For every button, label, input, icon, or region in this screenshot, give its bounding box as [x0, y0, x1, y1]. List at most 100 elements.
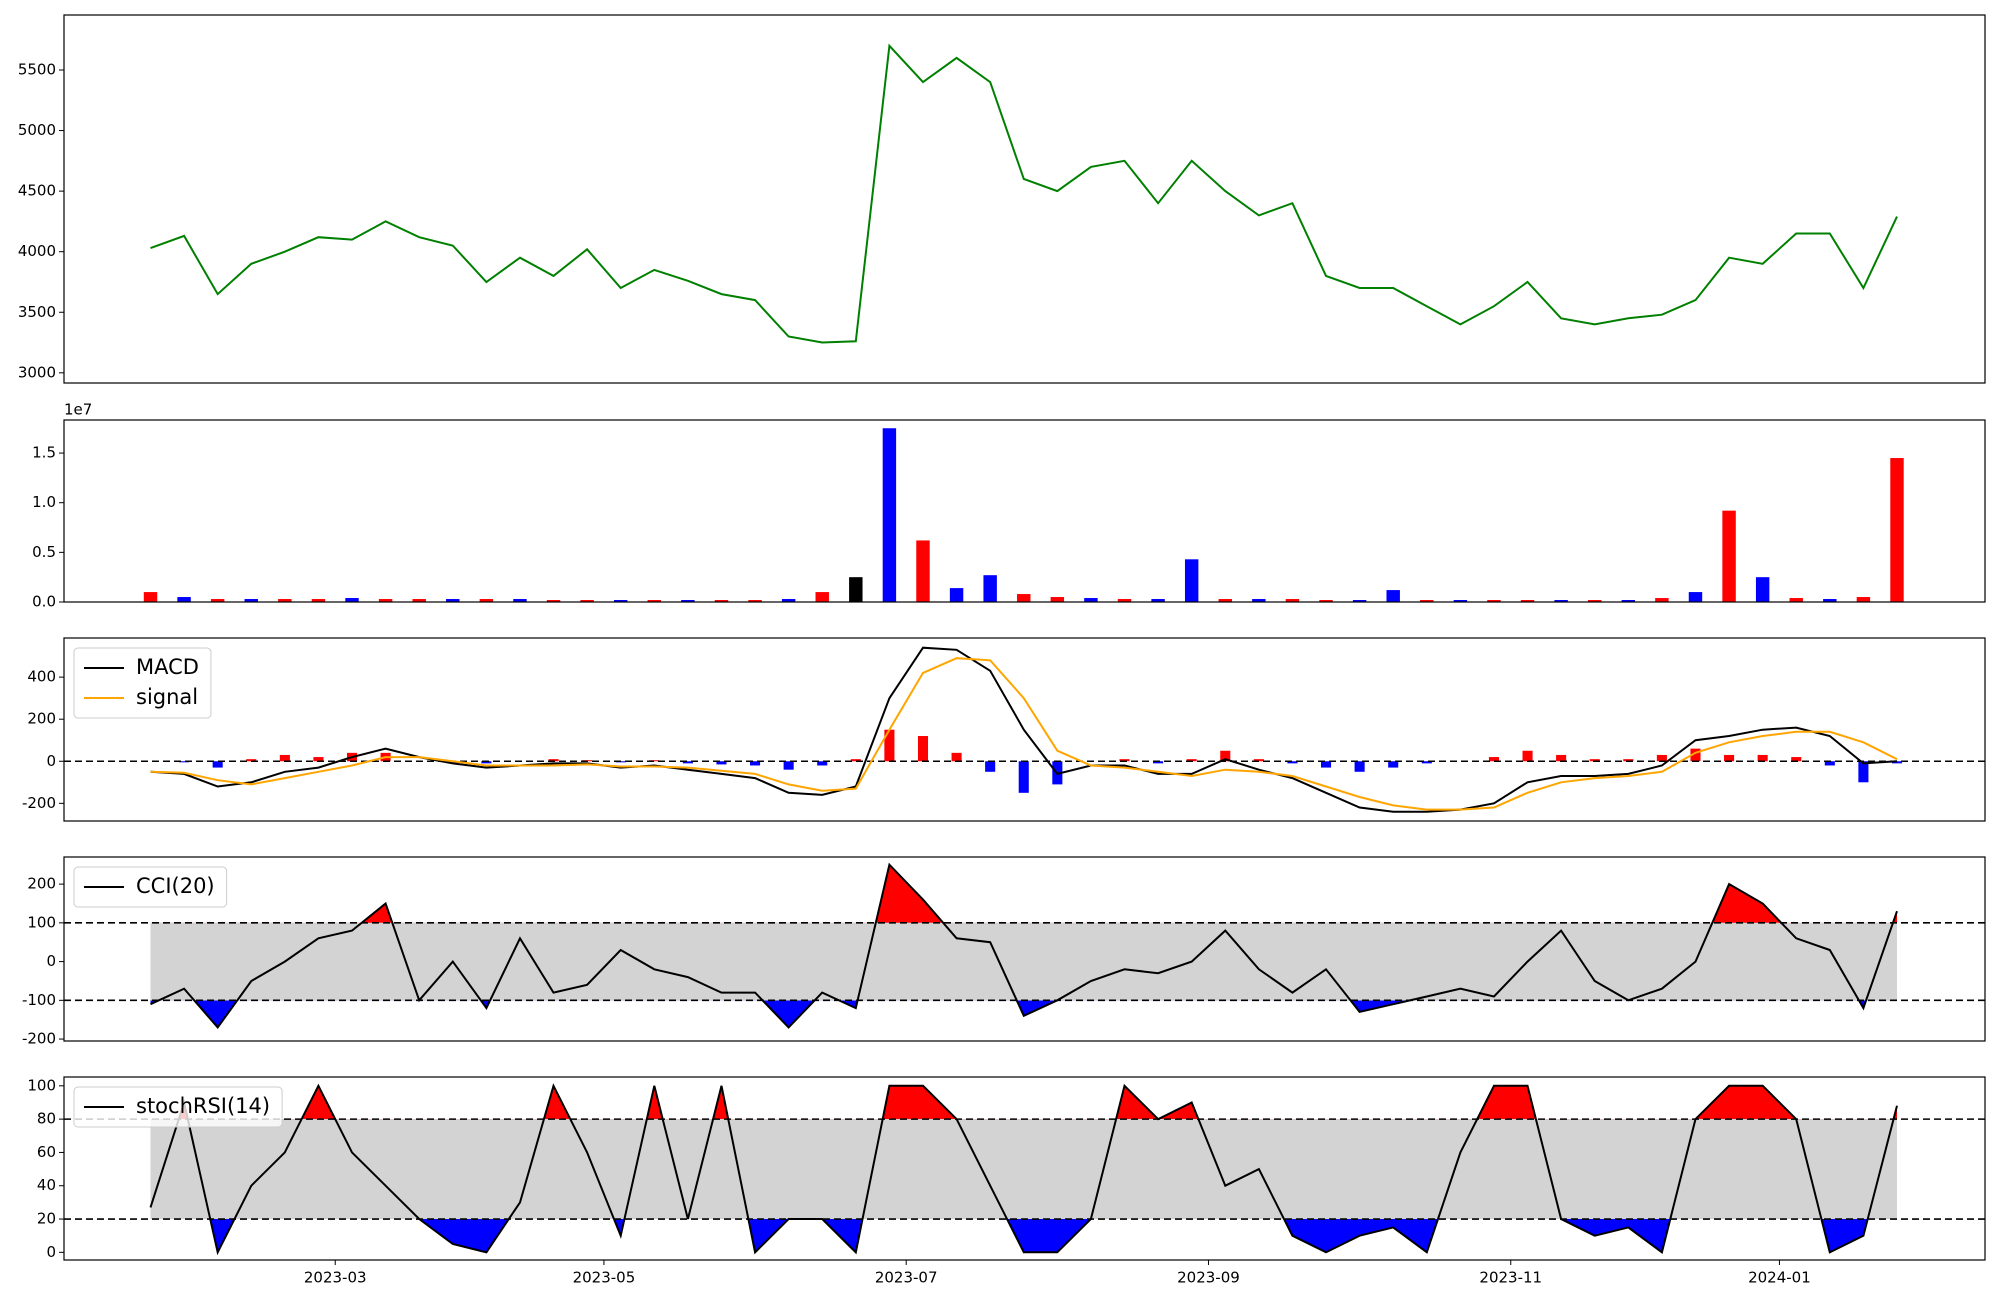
histogram-bar: [1891, 761, 1903, 764]
y-tick-label: 200: [27, 875, 56, 893]
panel-frame: [63, 419, 1986, 603]
y-tick-label: 4500: [18, 182, 56, 200]
histogram-bar: [481, 761, 492, 764]
histogram-bar: [1220, 750, 1231, 762]
volume-bar: [1621, 600, 1636, 602]
volume-bar: [1890, 458, 1904, 602]
legend-box: [73, 866, 228, 908]
histogram-bar: [951, 752, 962, 762]
histogram-bar: [682, 761, 693, 764]
neutral-band: [150, 922, 1897, 1001]
histogram-bar: [313, 757, 324, 762]
plot-area: [143, 428, 1904, 602]
overbought-fill: [361, 864, 1897, 923]
volume-bar: [143, 592, 158, 602]
x-tick-label: 2023-11: [1479, 1269, 1542, 1287]
series-line: [150, 862, 1898, 1030]
volume-bar: [949, 588, 964, 602]
volume-bar: [748, 600, 762, 602]
legend-label: signal: [136, 685, 198, 709]
volume-bar: [546, 600, 561, 602]
histogram-bar: [1488, 757, 1499, 762]
histogram-bar: [985, 761, 996, 772]
volume-bar: [1218, 599, 1232, 602]
neutral-band: [150, 1119, 1897, 1220]
volume-bar: [1050, 597, 1065, 602]
y-tick-label: 80: [37, 1110, 56, 1128]
y-tick-label: 20: [37, 1210, 56, 1228]
volume-bar: [378, 599, 393, 602]
histogram-bar: [548, 759, 559, 762]
histogram-bar: [1320, 761, 1332, 768]
y-tick-label: 0.0: [32, 593, 56, 611]
volume-bar: [849, 577, 863, 602]
volume-bar: [446, 599, 460, 602]
histogram-bar: [850, 759, 861, 762]
volume-bar: [1655, 598, 1669, 602]
y-tick-label: 0.5: [32, 543, 56, 561]
histogram-bar: [1421, 761, 1432, 764]
plot-area: [64, 646, 1985, 813]
histogram-bar: [1690, 748, 1701, 762]
volume-bar: [1554, 600, 1568, 602]
histogram-bar: [179, 761, 190, 763]
price-line: [150, 43, 1898, 344]
volume-bar: [1184, 559, 1199, 602]
y-tick-label: 5500: [18, 60, 56, 78]
volume-bar: [1789, 598, 1803, 602]
y-tick-label: 200: [27, 710, 56, 728]
histogram-bar: [1354, 761, 1365, 772]
volume-bar: [983, 575, 997, 602]
histogram-bar: [1287, 761, 1298, 764]
histogram-bar: [716, 761, 727, 765]
y-tick-label: -200: [22, 1030, 56, 1048]
volume-bar: [513, 599, 527, 602]
histogram-bar: [884, 729, 895, 762]
histogram-bar: [1556, 754, 1567, 762]
y-tick-label: -200: [22, 794, 56, 812]
volume-bar: [412, 599, 426, 602]
histogram-bar: [1589, 759, 1600, 762]
volume-bar: [1017, 594, 1031, 602]
x-tick-label: 2023-05: [573, 1269, 636, 1287]
volume-bar: [1352, 600, 1367, 602]
volume-bar: [1319, 600, 1333, 602]
histogram-bar: [279, 754, 290, 762]
panel-frame: [63, 856, 1986, 1042]
volume-bar: [345, 598, 359, 602]
volume-bar: [714, 600, 729, 602]
series-line: [150, 657, 1898, 811]
y-tick-label: 0: [46, 1243, 56, 1261]
histogram-bar: [1858, 761, 1869, 783]
histogram-bar: [1757, 754, 1768, 762]
y-tick-label: 40: [37, 1176, 56, 1194]
histogram-bar: [447, 761, 458, 764]
histogram-bar: [783, 761, 794, 770]
volume-bar: [882, 428, 897, 602]
volume-bar: [1386, 590, 1400, 602]
volume-bar: [1420, 600, 1434, 602]
volume-bar: [210, 599, 225, 602]
y-tick-label: 4000: [18, 242, 56, 260]
volume-bar: [681, 600, 695, 602]
y-tick-label: 60: [37, 1143, 56, 1161]
volume-bar: [278, 599, 292, 602]
x-tick-label: 2023-03: [304, 1269, 367, 1287]
y-tick-label: 5000: [18, 121, 56, 139]
y-tick-label: 100: [27, 913, 56, 931]
volume-bar: [1252, 599, 1266, 602]
legend-box: [73, 1086, 283, 1128]
y-tick-label: 0: [46, 752, 56, 770]
volume-bar: [1856, 597, 1871, 602]
volume-bar: [781, 599, 796, 602]
histogram-bar: [1186, 759, 1197, 762]
legend-label: stochRSI(14): [136, 1094, 270, 1118]
histogram-bar: [1656, 754, 1667, 762]
histogram-bar: [1388, 761, 1399, 768]
legend-label: MACD: [136, 655, 199, 679]
x-tick-label: 2023-07: [875, 1269, 938, 1287]
histogram-bar: [1791, 757, 1802, 762]
x-tick-label: 2023-09: [1177, 1269, 1240, 1287]
